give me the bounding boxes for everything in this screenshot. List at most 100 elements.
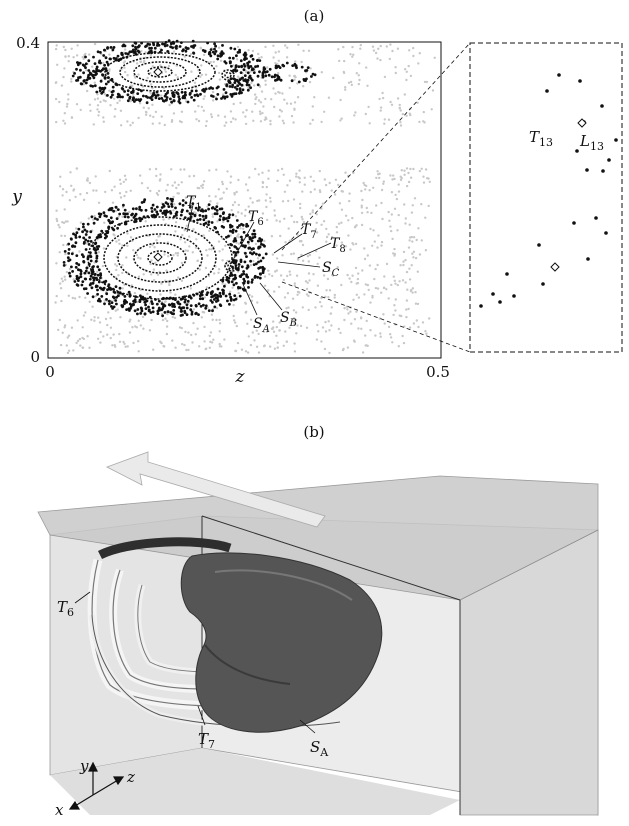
black-point <box>94 259 98 263</box>
gray-point <box>81 336 84 340</box>
black-point <box>229 273 233 277</box>
black-point <box>233 273 237 277</box>
gray-point <box>109 326 113 329</box>
gray-point <box>55 219 59 223</box>
zoom-line-top <box>281 42 471 251</box>
gray-point <box>183 229 186 232</box>
gray-point <box>119 316 122 319</box>
gray-point <box>165 325 169 328</box>
gray-point <box>198 268 201 271</box>
gray-point <box>63 278 67 281</box>
gray-point <box>122 180 126 184</box>
gray-point <box>70 47 73 50</box>
black-point <box>249 237 252 241</box>
black-point <box>132 96 135 100</box>
black-point <box>229 60 232 64</box>
gray-point <box>289 102 293 105</box>
gray-point <box>206 306 209 309</box>
black-point <box>247 60 251 64</box>
gray-point <box>417 325 420 329</box>
black-point <box>110 305 113 308</box>
black-point <box>97 268 101 272</box>
gray-point <box>274 62 277 65</box>
gray-point <box>206 205 209 208</box>
gray-point <box>283 296 287 299</box>
gray-point <box>378 172 381 175</box>
gray-point <box>389 174 392 177</box>
inset-point <box>505 272 509 276</box>
black-point <box>253 232 257 236</box>
gray-point <box>226 259 229 263</box>
gray-point <box>172 209 175 212</box>
gray-point <box>148 245 152 249</box>
gray-point <box>256 199 259 203</box>
gray-point <box>101 264 105 268</box>
black-point <box>214 50 218 53</box>
black-point <box>96 50 100 54</box>
gray-point <box>411 240 414 243</box>
black-point <box>63 250 67 253</box>
black-point <box>229 299 233 302</box>
gray-point <box>381 91 384 95</box>
gray-point <box>137 350 140 353</box>
gray-point <box>330 306 333 309</box>
gray-point <box>82 83 86 86</box>
gray-point <box>138 102 142 105</box>
black-point <box>139 306 143 310</box>
gray-point <box>234 215 238 218</box>
gray-point <box>124 48 127 51</box>
gray-point <box>57 328 60 332</box>
gray-point <box>108 89 111 92</box>
gray-point <box>421 321 425 324</box>
black-point <box>79 272 83 276</box>
gray-point <box>58 100 61 104</box>
gray-point <box>123 174 127 177</box>
gray-point <box>327 233 330 236</box>
gray-point <box>58 185 62 188</box>
gray-point <box>133 291 137 295</box>
black-point <box>190 45 193 48</box>
black-point <box>261 73 265 77</box>
black-point <box>194 206 198 210</box>
torus-ring <box>117 233 203 283</box>
y-tick-top: 0.4 <box>16 34 40 52</box>
black-point <box>245 273 248 277</box>
gray-point <box>59 175 62 178</box>
gray-point <box>117 238 121 242</box>
black-point <box>112 46 116 49</box>
gray-point <box>134 76 137 79</box>
gray-point <box>75 167 78 170</box>
gray-point <box>378 97 381 101</box>
gray-point <box>180 326 183 330</box>
black-point <box>261 271 265 274</box>
gray-point <box>242 227 245 230</box>
gray-point <box>217 46 221 49</box>
gray-point <box>70 326 74 329</box>
gray-point <box>174 293 177 296</box>
gray-point <box>351 55 354 58</box>
gray-point <box>163 68 166 71</box>
gray-point <box>374 267 377 271</box>
gray-point <box>277 71 280 75</box>
black-point <box>136 49 140 53</box>
black-point <box>202 218 206 222</box>
gray-point <box>115 264 119 268</box>
black-point <box>190 89 194 93</box>
gray-point <box>157 189 161 193</box>
gray-point <box>264 116 267 119</box>
gray-point <box>270 98 273 101</box>
gray-point <box>389 100 392 104</box>
gray-point <box>192 197 195 200</box>
gray-point <box>405 70 408 74</box>
gray-point <box>392 275 395 278</box>
black-point <box>178 306 181 309</box>
black-point <box>109 95 113 99</box>
black-point <box>191 212 194 216</box>
gray-point <box>412 322 416 325</box>
black-point <box>239 258 243 262</box>
gray-point <box>205 286 208 289</box>
gray-point <box>199 47 203 50</box>
gray-point <box>284 44 287 47</box>
gray-point <box>109 104 112 107</box>
gray-point <box>115 240 118 243</box>
